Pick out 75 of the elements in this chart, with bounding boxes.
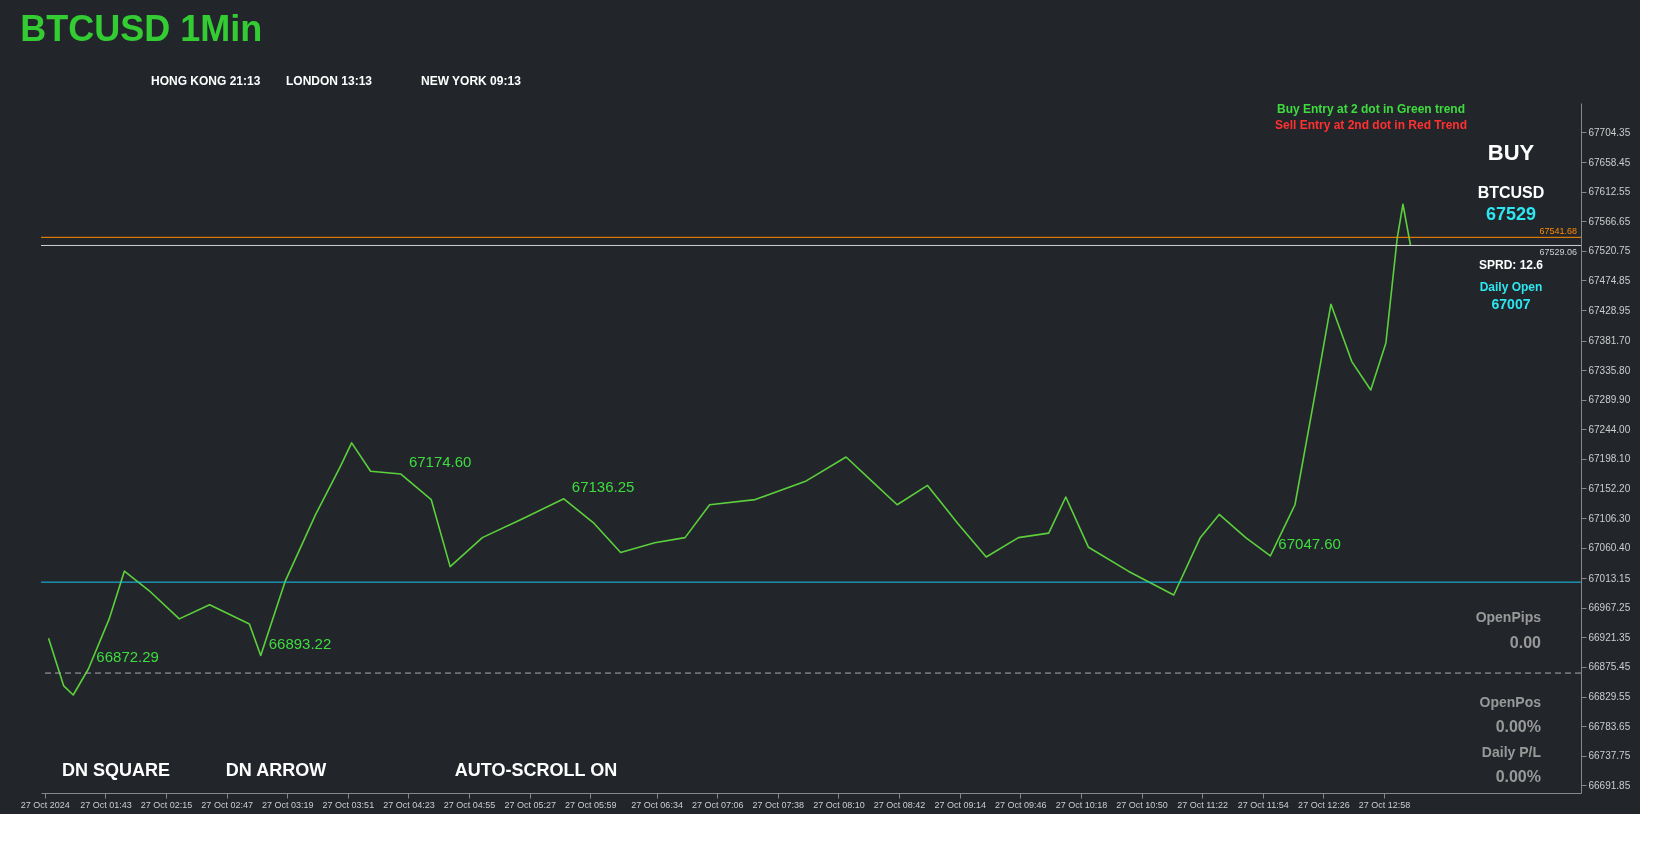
annotation: OpenPips [1475,609,1542,625]
y-tick-label: 66829.55 [1588,691,1631,703]
y-tick-label: 66737.75 [1588,750,1631,762]
text: NEW YORK 09:13 [421,74,522,88]
x-tick-label: 27 Oct 11:22 [1177,799,1229,810]
annotation: 66872.29 [96,648,159,665]
text: LONDON 13:13 [286,74,373,88]
y-tick-label: 67198.10 [1588,453,1631,465]
y-tick-label: 67381.70 [1588,335,1631,346]
y-tick-label: 67060.40 [1588,542,1631,554]
annotation: SPRD: 12.6 [1478,258,1544,272]
annotation: DN SQUARE [61,760,171,780]
annotation: 67007 [1491,296,1531,312]
x-tick-label: 27 Oct 02:47 [201,799,253,810]
annotation: Sell Entry at 2nd dot in Red Trend [1274,118,1468,132]
text: HONG KONG 21:13 [151,74,261,88]
annotation: OpenPos [1479,694,1542,710]
y-tick-label: 66967.25 [1588,602,1631,614]
annotation: Buy Entry at 2 dot in Green trend [1276,102,1466,116]
annotation: Daily Open [1479,280,1543,294]
ref-line-label: 67529.06 [1539,247,1577,258]
x-tick-label: 27 Oct 06:34 [631,799,683,810]
annotation: 67136.25 [571,477,635,495]
x-tick-label: 27 Oct 11:54 [1237,799,1289,810]
annotation: Daily P/L [1481,744,1542,760]
x-tick-label: 27 Oct 2024 [20,799,70,810]
y-tick-label: 67244.00 [1588,423,1631,435]
y-tick-label: 67106.30 [1588,512,1631,524]
annotation: 67529 [1485,204,1537,224]
annotation: 67047.60 [1278,534,1341,552]
annotation: AUTO-SCROLL ON [454,760,618,780]
line-series [47,203,1412,696]
annotation: 0.00% [1495,718,1541,735]
y-tick-label: 67474.85 [1588,274,1631,286]
y-tick-label: 67658.45 [1588,156,1631,168]
x-tick-label: 27 Oct 12:26 [1298,799,1350,810]
x-tick-label: 27 Oct 05:27 [504,799,556,810]
x-tick-label: 27 Oct 02:15 [140,799,193,810]
annotation: BUY [1487,140,1535,165]
y-tick-label: 66783.65 [1588,720,1631,732]
x-tick-label: 27 Oct 08:42 [873,799,926,810]
y-tick-label: 67289.90 [1588,394,1631,406]
x-tick-label: 27 Oct 10:18 [1055,799,1108,810]
y-tick-label: 67612.55 [1588,186,1631,198]
x-tick-label: 27 Oct 08:10 [813,799,865,810]
x-tick-label: 27 Oct 03:19 [261,799,314,810]
y-tick-label: 67566.65 [1588,215,1631,227]
annotation: 0.00 [1509,634,1542,651]
y-tick-label: 66691.85 [1588,779,1631,791]
y-tick-label: 66921.35 [1588,631,1631,643]
chart-title: BTCUSD 1Min [20,8,263,49]
y-tick-label: 67520.75 [1588,245,1631,257]
x-tick-label: 27 Oct 12:58 [1358,799,1411,810]
annotation: 0.00% [1495,768,1541,785]
x-tick-label: 27 Oct 09:46 [995,799,1047,810]
x-tick-label: 27 Oct 04:55 [443,799,496,810]
annotation: 66893.22 [268,634,332,652]
annotation: BTCUSD [1477,184,1545,201]
y-tick-label: 67335.80 [1588,364,1631,376]
ref-line-label: 67541.68 [1539,226,1577,237]
x-tick-label: 27 Oct 03:51 [322,799,375,810]
x-tick-label: 27 Oct 04:23 [383,799,435,810]
annotation: DN ARROW [225,760,327,780]
x-tick-label: 27 Oct 01:43 [80,799,132,810]
y-tick-label: 67428.95 [1588,304,1631,316]
y-tick-label: 67152.20 [1588,483,1631,494]
y-tick-label: 67704.35 [1588,126,1631,138]
x-tick-label: 27 Oct 09:14 [934,799,986,810]
y-tick-label: 66875.45 [1588,661,1631,673]
x-tick-label: 27 Oct 07:06 [691,799,744,810]
x-tick-label: 27 Oct 05:59 [565,799,617,810]
y-tick-label: 67013.15 [1588,572,1631,584]
x-tick-label: 27 Oct 10:50 [1116,799,1168,810]
x-tick-label: 27 Oct 07:38 [752,799,805,810]
annotation: 67174.60 [408,453,472,471]
